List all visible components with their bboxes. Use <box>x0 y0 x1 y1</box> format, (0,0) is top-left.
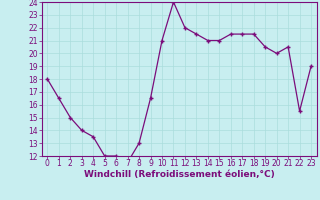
X-axis label: Windchill (Refroidissement éolien,°C): Windchill (Refroidissement éolien,°C) <box>84 170 275 179</box>
